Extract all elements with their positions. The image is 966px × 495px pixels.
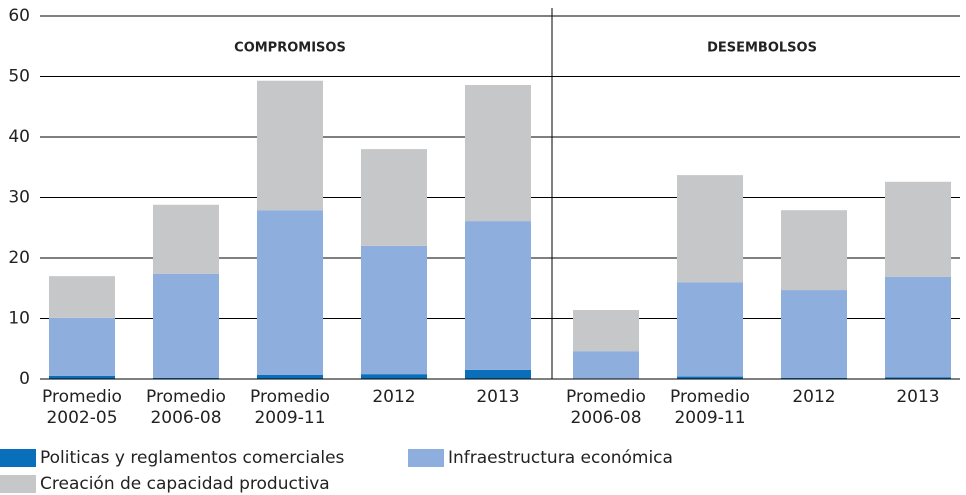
legend-label: Politicas y reglamentos comerciales bbox=[40, 448, 345, 468]
legend-swatch bbox=[0, 449, 36, 467]
x-tick-label: Promedio bbox=[670, 387, 750, 407]
group-label: DESEMBOLSOS bbox=[707, 41, 817, 56]
legend-swatch bbox=[0, 475, 36, 493]
bar-segment bbox=[465, 221, 531, 370]
bar-segment bbox=[49, 317, 115, 376]
bar-segment bbox=[153, 377, 219, 379]
bar-segment bbox=[257, 80, 323, 211]
x-tick-label: Promedio bbox=[42, 387, 122, 407]
x-tick-label: 2006-08 bbox=[570, 408, 641, 428]
bar-segment bbox=[465, 369, 531, 379]
legend-label: Infraestructura económica bbox=[448, 448, 673, 468]
x-tick-label: 2009-11 bbox=[254, 408, 325, 428]
bar-segment bbox=[573, 351, 639, 379]
x-tick-label: 2012 bbox=[372, 387, 415, 407]
x-tick-label: 2006-08 bbox=[150, 408, 221, 428]
y-tick-label: 40 bbox=[8, 127, 30, 147]
y-tick-label: 0 bbox=[19, 369, 30, 389]
y-tick-label: 50 bbox=[8, 67, 30, 87]
x-tick-label: 2009-11 bbox=[674, 408, 745, 428]
x-tick-label: 2013 bbox=[896, 387, 939, 407]
bar-segment bbox=[885, 377, 951, 379]
y-tick-label: 20 bbox=[8, 248, 30, 268]
y-tick-label: 10 bbox=[8, 309, 30, 329]
bar-segment bbox=[885, 181, 951, 277]
x-tick-label: Promedio bbox=[146, 387, 226, 407]
legend-swatch bbox=[408, 449, 444, 467]
bar-segment bbox=[153, 204, 219, 274]
x-tick-label: 2013 bbox=[476, 387, 519, 407]
bar-segment bbox=[781, 290, 847, 378]
bar-segment bbox=[153, 273, 219, 378]
bar-segment bbox=[677, 376, 743, 379]
x-tick-label: Promedio bbox=[250, 387, 330, 407]
bar-segment bbox=[361, 149, 427, 246]
bar-segment bbox=[49, 375, 115, 379]
bar-segment bbox=[257, 210, 323, 375]
bar-segment bbox=[257, 374, 323, 379]
bar-segment bbox=[781, 377, 847, 379]
bar-segment bbox=[677, 175, 743, 283]
bar-segment bbox=[677, 282, 743, 377]
bar-segment bbox=[361, 374, 427, 379]
x-tick-label: 2012 bbox=[792, 387, 835, 407]
y-tick-label: 30 bbox=[8, 188, 30, 208]
bar-segment bbox=[885, 276, 951, 378]
bar-segment bbox=[361, 245, 427, 375]
bar-segment bbox=[781, 210, 847, 291]
bar-segment bbox=[49, 276, 115, 318]
x-tick-label: Promedio bbox=[566, 387, 646, 407]
legend-label: Creación de capacidad productiva bbox=[40, 474, 330, 494]
y-tick-label: 60 bbox=[8, 6, 30, 26]
bar-segment bbox=[573, 310, 639, 352]
bar-segment bbox=[465, 84, 531, 222]
group-label: COMPROMISOS bbox=[234, 41, 346, 56]
x-tick-label: 2002-05 bbox=[46, 408, 117, 428]
